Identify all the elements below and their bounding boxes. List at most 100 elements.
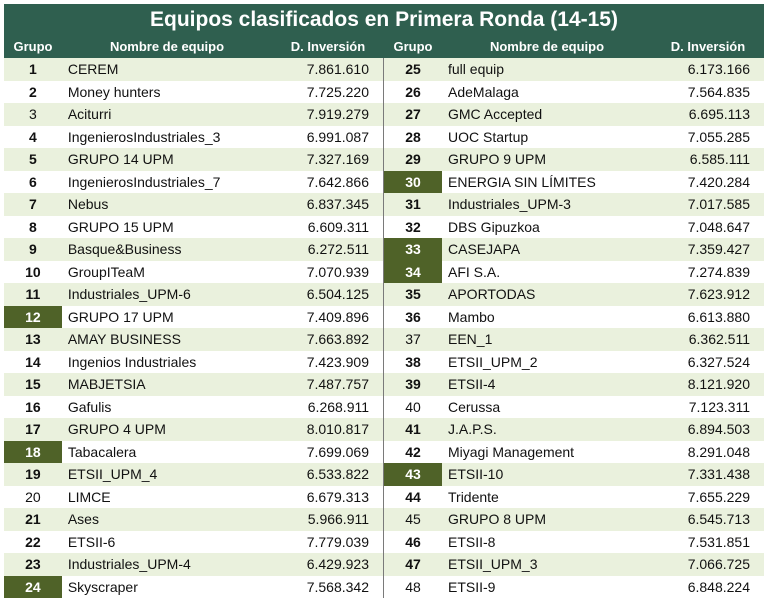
table-row: 25 full equip 6.173.166 [384, 58, 764, 81]
group-number: 25 [405, 61, 421, 77]
table-row: 4 IngenierosIndustriales_3 6.991.087 [4, 125, 383, 148]
team-name: IngenierosIndustriales_7 [67, 173, 221, 190]
table-row: 11 Industriales_UPM-6 6.504.125 [4, 283, 383, 306]
group-number: 14 [25, 353, 41, 370]
table-row: 33 CASEJAPA 7.359.427 [384, 238, 764, 261]
investment-value: 6.679.313 [306, 488, 370, 505]
group-number: 38 [405, 353, 421, 370]
team-name: ETSII-4 [448, 376, 496, 392]
team-name: Money hunters [67, 83, 161, 100]
team-name: Ases [67, 511, 99, 527]
table-row: 8 GRUPO 15 UPM 6.609.311 [4, 215, 383, 238]
table-row: 26 AdeMalaga 7.564.835 [384, 80, 764, 103]
team-name: IngenierosIndustriales_3 [67, 128, 221, 145]
table-row: 19 ETSII_UPM_4 6.533.822 [4, 463, 383, 486]
group-number: 36 [405, 308, 421, 325]
table-row: 22 ETSII-6 7.779.039 [4, 530, 383, 553]
table-row: 47 ETSII_UPM_3 7.066.725 [384, 553, 764, 576]
investment-value: 7.564.835 [687, 83, 750, 100]
team-name: full equip [448, 61, 505, 77]
table-row: 13 AMAY BUSINESS 7.663.892 [4, 328, 383, 351]
group-number: 9 [29, 241, 37, 257]
team-name: Industriales_UPM-4 [67, 556, 191, 572]
header-grupo: Grupo [13, 39, 53, 54]
team-name: ENERGIA SIN LÍMITES [448, 173, 596, 190]
group-number: 8 [29, 218, 37, 235]
column-headers: Grupo Nombre de equipo D. Inversión Grup… [4, 36, 764, 58]
group-number: 27 [405, 106, 421, 122]
investment-value: 6.533.822 [306, 466, 370, 482]
group-number: 16 [25, 398, 41, 415]
header-grupo: Grupo [393, 39, 433, 54]
investment-value: 8.291.048 [687, 443, 750, 460]
investment-value: 6.695.113 [688, 106, 750, 122]
investment-value: 6.362.511 [688, 331, 750, 347]
table-row: 5 GRUPO 14 UPM 7.327.169 [4, 148, 383, 171]
team-name: GRUPO 9 UPM [448, 151, 547, 167]
team-name: GRUPO 17 UPM [67, 308, 174, 325]
team-name: DBS Gipuzkoa [448, 218, 540, 235]
investment-value: 6.327.524 [687, 353, 750, 370]
group-number: 34 [384, 260, 442, 283]
team-name: CEREM [67, 61, 119, 77]
group-number: 28 [405, 128, 421, 145]
table-row: 18 Tabacalera 7.699.069 [4, 440, 383, 463]
investment-value: 7.531.851 [687, 533, 750, 550]
group-number: 10 [25, 263, 41, 280]
team-name: CASEJAPA [448, 241, 521, 257]
team-name: Gafulis [67, 398, 112, 415]
group-number: 12 [4, 305, 62, 328]
left-column: 1 CEREM 7.861.610 2 Money hunters 7.725.220 3 A… [4, 58, 384, 598]
team-name: ETSII-6 [67, 533, 116, 550]
table-body: 1 CEREM 7.861.610 2 Money hunters 7.725.220 3 A… [4, 58, 764, 598]
team-name: ETSII-8 [448, 533, 496, 550]
group-number: 22 [25, 533, 41, 550]
table-row: 27 GMC Accepted 6.695.113 [384, 103, 764, 126]
investment-value: 6.585.111 [689, 151, 750, 167]
table-row: 7 Nebus 6.837.345 [4, 193, 383, 216]
group-number: 48 [405, 578, 421, 595]
group-number: 2 [29, 83, 37, 100]
table-row: 10 GroupITeaM 7.070.939 [4, 260, 383, 283]
group-number: 44 [405, 488, 421, 505]
group-number: 11 [25, 286, 41, 302]
header-inversion: D. Inversión [290, 39, 366, 54]
table-row: 6 IngenierosIndustriales_7 7.642.866 [4, 170, 383, 193]
investment-value: 7.070.939 [306, 263, 370, 280]
table-row: 1 CEREM 7.861.610 [4, 58, 383, 81]
group-number: 4 [29, 128, 37, 145]
group-number: 46 [405, 533, 421, 550]
table-row: 16 Gafulis 6.268.911 [4, 395, 383, 418]
investment-value: 7.048.647 [687, 218, 750, 235]
team-name: GRUPO 15 UPM [67, 218, 174, 235]
group-number: 42 [405, 443, 421, 460]
group-number: 3 [29, 106, 37, 122]
team-name: Industriales_UPM-6 [67, 286, 191, 302]
investment-value: 6.504.125 [306, 286, 370, 302]
investment-value: 5.966.911 [307, 511, 370, 527]
table-row: 35 APORTODAS 7.623.912 [384, 283, 764, 306]
table-row: 31 Industriales_UPM-3 7.017.585 [384, 193, 764, 216]
table-row: 24 Skyscraper 7.568.342 [4, 575, 383, 598]
table-row: 43 ETSII-10 7.331.438 [384, 463, 764, 486]
team-name: LIMCE [67, 488, 111, 505]
investment-value: 7.123.311 [688, 398, 750, 415]
table-row: 34 AFI S.A. 7.274.839 [384, 260, 764, 283]
investment-value: 7.066.725 [687, 556, 750, 572]
investment-value: 7.409.896 [306, 308, 370, 325]
group-number: 26 [405, 83, 421, 100]
group-number: 47 [405, 556, 421, 572]
investment-value: 6.429.923 [306, 556, 370, 572]
team-name: Ingenios Industriales [67, 353, 197, 370]
table-row: 46 ETSII-8 7.531.851 [384, 530, 764, 553]
team-name: AMAY BUSINESS [67, 331, 181, 347]
team-name: Miyagi Management [448, 443, 575, 460]
table-row: 14 Ingenios Industriales 7.423.909 [4, 350, 383, 373]
group-number: 7 [29, 196, 37, 212]
team-name: MABJETSIA [67, 376, 146, 392]
table-row: 45 GRUPO 8 UPM 6.545.713 [384, 508, 764, 531]
group-number: 32 [405, 218, 421, 235]
team-name: EEN_1 [448, 331, 493, 347]
team-name: GroupITeaM [67, 263, 145, 280]
group-number: 5 [29, 151, 37, 167]
